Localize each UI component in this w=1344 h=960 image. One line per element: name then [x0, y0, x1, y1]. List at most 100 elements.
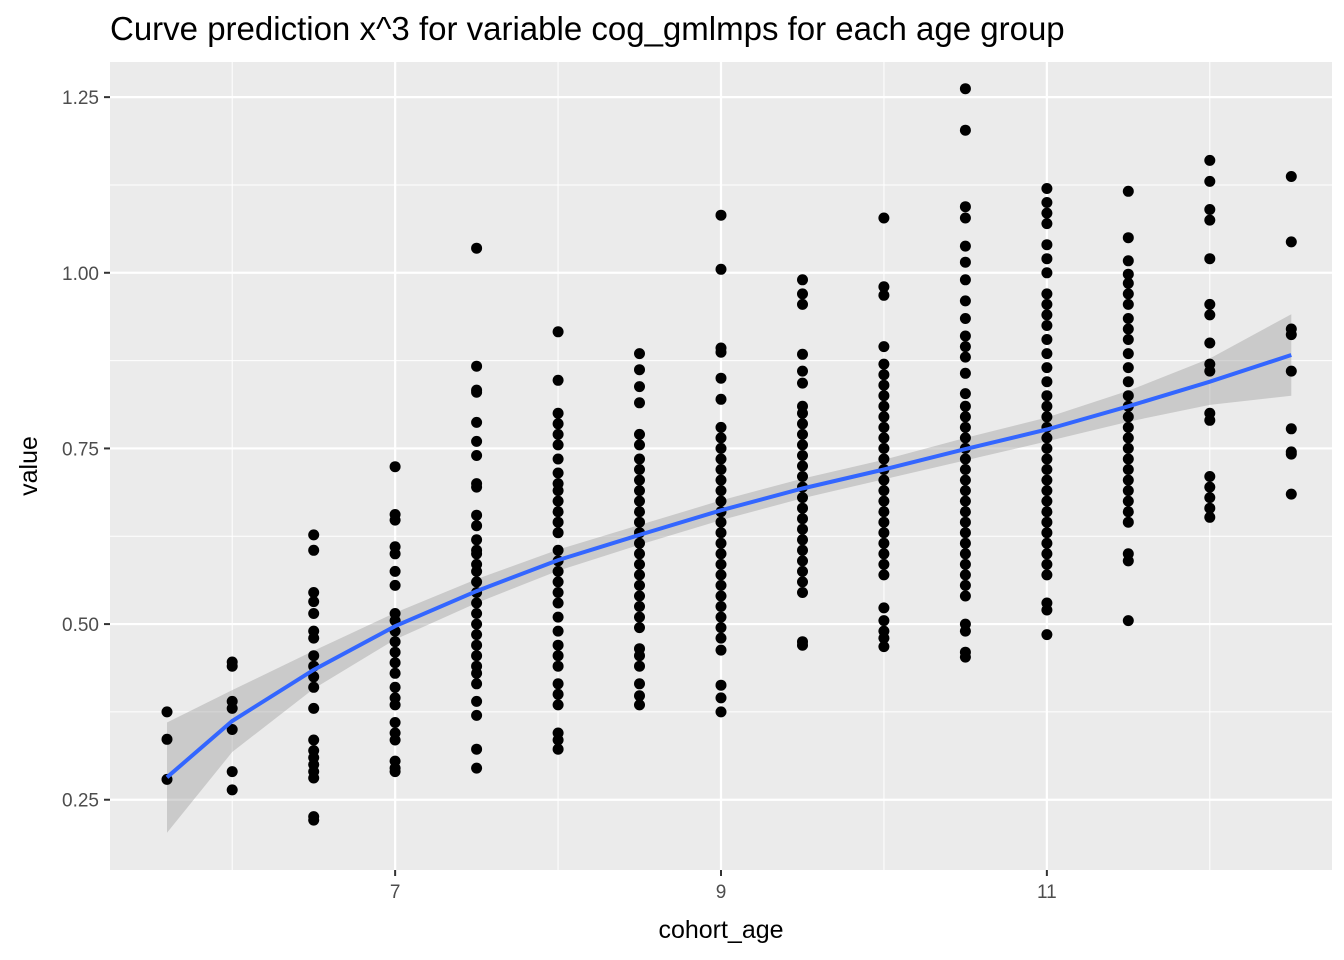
data-point [1204, 337, 1216, 349]
data-point [308, 681, 320, 693]
data-point [878, 281, 890, 293]
data-point [1122, 516, 1134, 528]
data-point [959, 400, 971, 412]
data-point [552, 699, 564, 711]
data-point [1041, 629, 1053, 641]
data-point [634, 569, 645, 581]
data-point [1122, 376, 1134, 388]
data-point [878, 341, 890, 353]
data-point [389, 699, 401, 711]
data-point [471, 360, 483, 372]
data-point [1204, 154, 1216, 166]
data-point [878, 474, 890, 486]
data-point [959, 453, 971, 465]
data-point [471, 597, 483, 609]
data-point [226, 766, 238, 778]
data-point [715, 432, 727, 444]
x-tick-label: 7 [390, 882, 401, 903]
data-point [634, 650, 645, 662]
data-point [634, 690, 645, 702]
data-point [878, 432, 890, 444]
data-point [878, 411, 890, 423]
data-point [959, 464, 971, 475]
data-point [552, 650, 564, 662]
data-point [797, 523, 808, 535]
data-point [634, 611, 645, 623]
data-point [1204, 492, 1216, 504]
data-point [797, 298, 808, 310]
data-point [1122, 442, 1134, 454]
data-point [1041, 558, 1053, 570]
data-point [1041, 218, 1053, 230]
data-point [1122, 268, 1134, 280]
data-point [715, 453, 727, 465]
data-point [1041, 309, 1053, 321]
data-point [1204, 502, 1216, 514]
data-point [1041, 569, 1053, 581]
data-point [471, 743, 483, 755]
data-point [1041, 362, 1053, 374]
data-point [308, 608, 320, 619]
data-point [797, 460, 808, 472]
data-point [471, 678, 483, 690]
data-point [634, 485, 645, 497]
data-point [878, 421, 890, 433]
data-point [389, 646, 401, 658]
data-point [959, 341, 971, 353]
data-point [715, 393, 727, 405]
x-axis-title: cohort_age [658, 916, 783, 944]
data-point [959, 201, 971, 213]
data-point [552, 418, 564, 430]
data-point [634, 678, 645, 690]
data-point [715, 442, 727, 454]
data-point [715, 679, 727, 691]
data-point [161, 733, 173, 745]
data-point [878, 602, 890, 614]
data-point [1041, 474, 1053, 486]
data-point [471, 709, 483, 721]
data-point [1285, 448, 1297, 460]
data-point [715, 601, 727, 612]
data-point [715, 372, 727, 384]
data-point [1122, 432, 1134, 444]
data-point [552, 527, 564, 539]
data-point [797, 587, 808, 598]
data-point [552, 467, 564, 479]
data-points [161, 83, 1297, 826]
data-point [878, 537, 890, 549]
data-point [959, 240, 971, 252]
data-point [959, 330, 971, 342]
y-tick-label: 0.50 [62, 615, 99, 636]
data-point [715, 495, 727, 507]
data-point [878, 453, 890, 465]
data-point [552, 597, 564, 609]
data-point [471, 481, 483, 493]
data-point [1122, 298, 1134, 310]
data-point [308, 544, 320, 556]
data-point [389, 514, 401, 526]
y-tick-label: 0.75 [62, 439, 99, 460]
data-point [715, 569, 727, 581]
data-point [634, 439, 645, 451]
data-point [226, 702, 238, 714]
data-point [797, 565, 808, 577]
x-tick-label: 11 [1037, 882, 1057, 903]
data-point [552, 407, 564, 419]
data-point [715, 485, 727, 497]
data-point [552, 326, 564, 338]
data-point [715, 516, 727, 528]
data-point [1122, 506, 1134, 518]
data-point [797, 274, 808, 286]
data-point [471, 762, 483, 774]
data-point [1204, 414, 1216, 426]
data-point [959, 295, 971, 307]
data-point [959, 388, 971, 400]
data-point [878, 358, 890, 370]
data-point [389, 681, 401, 693]
data-point [715, 474, 727, 486]
data-point [389, 461, 401, 473]
data-point [878, 390, 890, 402]
data-point [308, 596, 320, 608]
data-point [1041, 485, 1053, 497]
